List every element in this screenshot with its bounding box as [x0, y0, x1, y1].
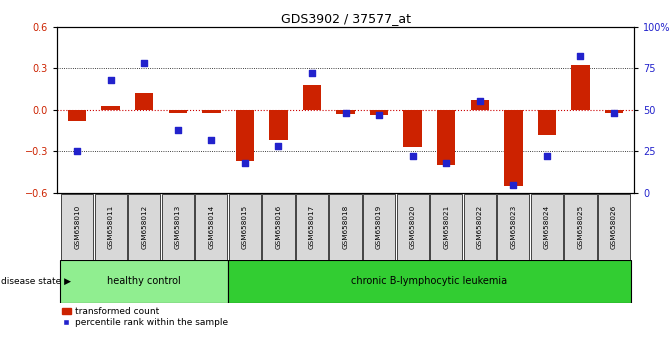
FancyBboxPatch shape — [60, 260, 228, 303]
Text: GSM658018: GSM658018 — [343, 205, 348, 249]
Bar — [303, 85, 321, 110]
FancyBboxPatch shape — [531, 194, 563, 259]
Text: GSM658019: GSM658019 — [376, 205, 382, 249]
Point — [206, 137, 217, 143]
Bar — [504, 110, 523, 186]
Text: GSM658026: GSM658026 — [611, 205, 617, 249]
FancyBboxPatch shape — [363, 194, 395, 259]
Text: GSM658012: GSM658012 — [142, 205, 147, 249]
Text: GSM658025: GSM658025 — [578, 205, 583, 249]
FancyBboxPatch shape — [228, 260, 631, 303]
Bar — [202, 110, 221, 113]
Text: GSM658022: GSM658022 — [477, 205, 482, 249]
Point — [609, 110, 619, 116]
Point — [541, 154, 552, 159]
Point — [240, 160, 250, 166]
Text: chronic B-lymphocytic leukemia: chronic B-lymphocytic leukemia — [352, 276, 507, 286]
Text: healthy control: healthy control — [107, 276, 181, 286]
FancyBboxPatch shape — [430, 194, 462, 259]
Point — [374, 112, 384, 118]
FancyBboxPatch shape — [195, 194, 227, 259]
Bar — [605, 110, 623, 113]
Point — [474, 98, 485, 104]
Point — [575, 54, 586, 59]
FancyBboxPatch shape — [229, 194, 261, 259]
Bar — [135, 93, 154, 110]
FancyBboxPatch shape — [95, 194, 127, 259]
Text: GSM658010: GSM658010 — [74, 205, 80, 249]
FancyBboxPatch shape — [564, 194, 597, 259]
Bar — [269, 110, 288, 140]
FancyBboxPatch shape — [296, 194, 328, 259]
Point — [72, 149, 83, 154]
Text: GSM658021: GSM658021 — [444, 205, 449, 249]
Text: GSM658013: GSM658013 — [175, 205, 180, 249]
Point — [441, 160, 452, 166]
Text: GSM658014: GSM658014 — [209, 205, 214, 249]
Bar — [437, 110, 456, 165]
Point — [508, 182, 519, 188]
Bar — [403, 110, 422, 147]
FancyBboxPatch shape — [397, 194, 429, 259]
Point — [307, 70, 317, 76]
FancyBboxPatch shape — [598, 194, 630, 259]
Text: disease state ▶: disease state ▶ — [1, 277, 71, 286]
Text: GSM658016: GSM658016 — [276, 205, 281, 249]
Text: GSM658015: GSM658015 — [242, 205, 248, 249]
Point — [407, 154, 418, 159]
Bar — [68, 110, 87, 121]
Bar — [168, 110, 187, 113]
Point — [139, 60, 150, 66]
FancyBboxPatch shape — [162, 194, 194, 259]
Bar — [101, 105, 120, 110]
FancyBboxPatch shape — [262, 194, 295, 259]
Legend: transformed count, percentile rank within the sample: transformed count, percentile rank withi… — [62, 307, 228, 327]
FancyBboxPatch shape — [128, 194, 160, 259]
FancyBboxPatch shape — [464, 194, 496, 259]
FancyBboxPatch shape — [329, 194, 362, 259]
Point — [273, 143, 284, 149]
Text: GSM658023: GSM658023 — [511, 205, 516, 249]
Text: GSM658024: GSM658024 — [544, 205, 550, 249]
Bar — [336, 110, 355, 114]
FancyBboxPatch shape — [61, 194, 93, 259]
Text: GSM658017: GSM658017 — [309, 205, 315, 249]
Bar — [470, 100, 489, 110]
Text: GSM658011: GSM658011 — [108, 205, 113, 249]
Bar — [537, 110, 556, 135]
Text: GSM658020: GSM658020 — [410, 205, 415, 249]
Bar — [571, 65, 590, 110]
FancyBboxPatch shape — [497, 194, 529, 259]
Bar — [236, 110, 254, 161]
Bar — [370, 110, 389, 115]
Title: GDS3902 / 37577_at: GDS3902 / 37577_at — [280, 12, 411, 25]
Point — [172, 127, 183, 132]
Point — [340, 110, 351, 116]
Point — [105, 77, 116, 82]
